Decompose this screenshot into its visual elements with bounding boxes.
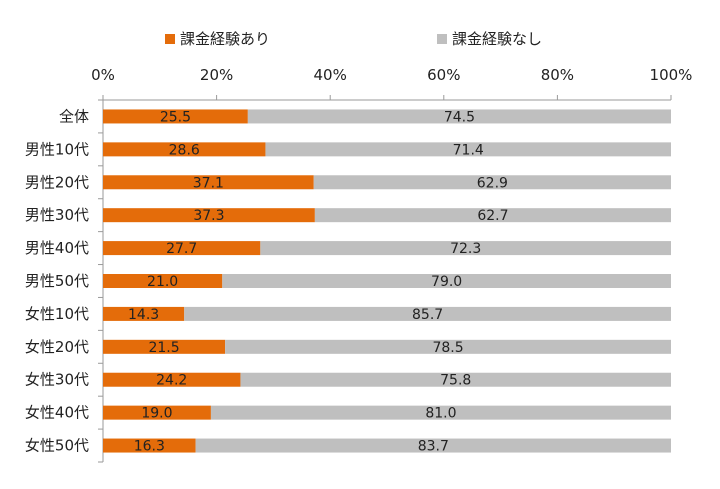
data-label-unpaid: 83.7 xyxy=(418,439,449,455)
category-label: 男性50代 xyxy=(25,272,89,290)
x-tick-label: 100% xyxy=(650,66,693,84)
data-label-paid: 25.5 xyxy=(160,109,191,125)
bar-segment-paid xyxy=(103,109,248,124)
data-label-unpaid: 62.7 xyxy=(477,208,508,224)
bar-segment-paid xyxy=(103,175,314,190)
bar-segment-unpaid xyxy=(210,405,672,420)
category-label: 男性40代 xyxy=(25,239,89,257)
data-label-paid: 21.5 xyxy=(148,340,179,356)
category-label: 男性30代 xyxy=(25,206,89,224)
category-label: 女性40代 xyxy=(25,404,89,422)
data-label-unpaid: 85.7 xyxy=(412,307,443,323)
data-label-paid: 19.0 xyxy=(141,406,172,422)
data-label-paid: 21.0 xyxy=(147,274,178,290)
x-tick-label: 60% xyxy=(427,66,460,84)
category-label: 女性50代 xyxy=(25,437,89,455)
data-label-paid: 16.3 xyxy=(134,439,165,455)
bar-segment-unpaid xyxy=(225,339,671,354)
legend-item-paid: 課金経験あり xyxy=(165,28,270,49)
bar-segment-paid xyxy=(103,142,266,157)
bar-segment-unpaid xyxy=(184,306,671,321)
data-label-unpaid: 72.3 xyxy=(450,241,481,257)
legend-label-paid: 課金経験あり xyxy=(180,30,271,48)
category-label: 男性10代 xyxy=(25,140,89,158)
bar-segment-unpaid xyxy=(195,438,672,453)
bar-segment-unpaid xyxy=(222,274,671,288)
data-label-unpaid: 62.9 xyxy=(477,175,508,191)
data-label-paid: 24.2 xyxy=(156,373,187,389)
bar-segment-paid xyxy=(103,241,261,256)
bar-segment-paid xyxy=(103,306,185,321)
x-tick-label: 40% xyxy=(314,66,347,84)
bar-segment-unpaid xyxy=(260,241,671,256)
category-label: 女性30代 xyxy=(25,371,89,389)
category-label: 女性20代 xyxy=(25,338,89,356)
x-tick-label: 0% xyxy=(91,66,115,84)
data-label-paid: 28.6 xyxy=(169,142,200,158)
data-label-paid: 37.3 xyxy=(193,208,224,224)
legend-item-unpaid: 課金経験なし xyxy=(437,28,542,49)
legend-swatch-unpaid xyxy=(437,33,447,44)
data-label-paid: 37.1 xyxy=(193,175,224,191)
bar-segment-unpaid xyxy=(313,175,671,190)
bar-segment-unpaid xyxy=(247,109,671,124)
data-label-paid: 27.7 xyxy=(166,241,197,257)
bar-segment-unpaid xyxy=(314,208,671,223)
data-label-unpaid: 71.4 xyxy=(453,142,484,158)
bar-segment-paid xyxy=(103,208,315,223)
category-label: 女性10代 xyxy=(25,305,89,323)
data-label-unpaid: 78.5 xyxy=(432,340,463,356)
legend: 課金経験あり 課金経験なし xyxy=(0,28,720,50)
data-label-paid: 14.3 xyxy=(128,307,159,323)
legend-swatch-paid xyxy=(165,33,175,44)
bar-segment-unpaid xyxy=(240,372,671,387)
legend-label-unpaid: 課金経験なし xyxy=(452,30,543,48)
data-label-unpaid: 74.5 xyxy=(444,109,475,125)
category-label: 男性20代 xyxy=(25,173,89,191)
bar-segment-paid xyxy=(103,372,241,387)
bar-segment-unpaid xyxy=(265,142,671,157)
x-tick-label: 20% xyxy=(200,66,233,84)
bar-segment-paid xyxy=(103,339,226,354)
x-tick-label: 80% xyxy=(541,66,574,84)
bar-segment-paid xyxy=(103,405,211,420)
bar-segment-paid xyxy=(103,274,223,288)
bar-segment-paid xyxy=(103,438,196,453)
data-label-unpaid: 75.8 xyxy=(440,373,471,389)
data-label-unpaid: 79.0 xyxy=(431,274,462,290)
category-label: 全体 xyxy=(59,107,89,125)
data-label-unpaid: 81.0 xyxy=(425,406,456,422)
